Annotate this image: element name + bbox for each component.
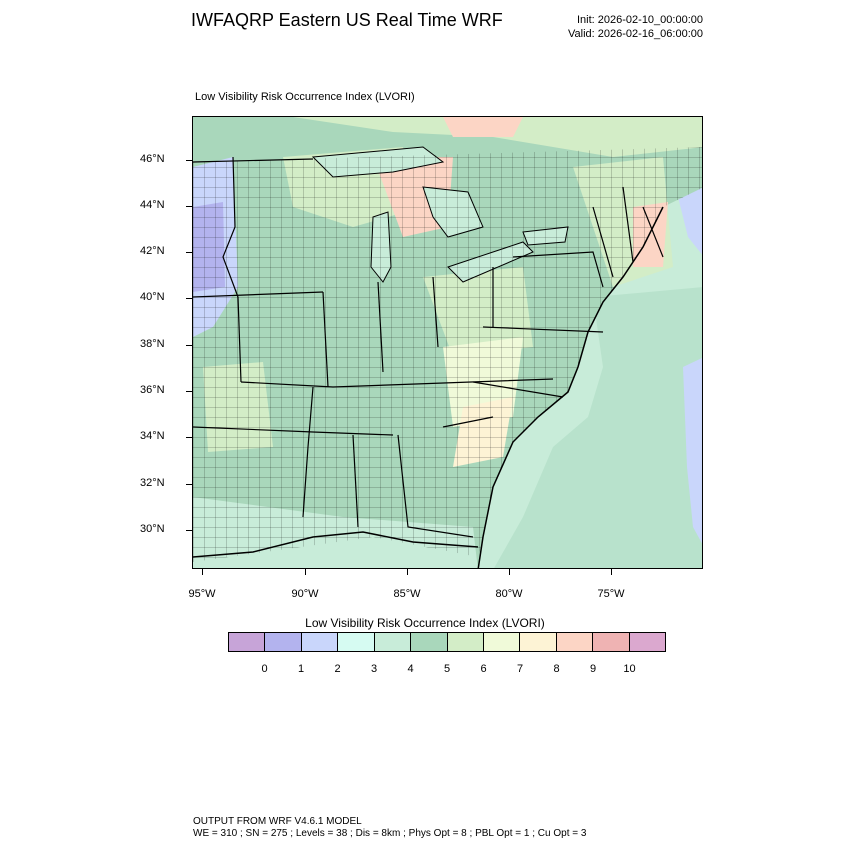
lat-label: 44°N xyxy=(140,199,165,211)
colorbar-label: 2 xyxy=(334,663,341,675)
colorbar-label: 1 xyxy=(297,663,305,675)
lon-label: 85°W xyxy=(393,588,421,600)
east-low-field xyxy=(683,357,702,544)
colorbar-label: 10 xyxy=(623,663,636,675)
lat-tick xyxy=(186,345,192,346)
lat-label: 32°N xyxy=(140,477,165,489)
lon-tick xyxy=(611,569,612,575)
model-config: WE = 310 ; SN = 275 ; Levels = 38 ; Dis … xyxy=(193,828,587,839)
colorbar-label: 7 xyxy=(516,663,524,675)
gulf-coastline xyxy=(193,531,479,558)
lat-tick xyxy=(186,530,192,531)
lat-label: 46°N xyxy=(140,153,165,165)
coastline xyxy=(477,206,664,568)
valid-time: Valid: 2026-02-16_06:00:00 xyxy=(568,28,703,40)
lon-tick xyxy=(305,569,306,575)
colorbar-swatch xyxy=(447,633,484,651)
lat-tick xyxy=(186,437,192,438)
field-label: Low Visibility Risk Occurrence Index (LV… xyxy=(195,91,415,103)
init-time: Init: 2026-02-10_00:00:00 xyxy=(577,14,703,26)
lat-label: 42°N xyxy=(140,245,165,257)
lat-label: 38°N xyxy=(140,338,165,350)
colorbar-swatch xyxy=(520,633,557,651)
colorbar-title: Low Visibility Risk Occurrence Index (LV… xyxy=(305,616,545,630)
colorbar-swatch xyxy=(483,633,521,651)
colorbar xyxy=(228,632,666,652)
plot-title: IWFAQRP Eastern US Real Time WRF xyxy=(191,10,503,30)
lon-label: 95°W xyxy=(188,588,216,600)
colorbar-label: 9 xyxy=(589,663,597,675)
state-boundaries xyxy=(193,156,664,538)
lat-label: 34°N xyxy=(140,430,165,442)
lat-tick xyxy=(186,160,192,161)
map-panel xyxy=(192,116,703,569)
colorbar-label: 4 xyxy=(407,663,414,675)
colorbar-label: 3 xyxy=(370,663,378,675)
colorbar-swatch xyxy=(338,633,375,651)
lat-tick xyxy=(186,484,192,485)
colorbar-swatch xyxy=(265,633,302,651)
colorbar-swatch xyxy=(593,633,630,651)
lat-tick xyxy=(186,252,192,253)
lat-label: 30°N xyxy=(140,523,165,535)
northeast-low-field xyxy=(678,187,702,255)
lon-tick xyxy=(407,569,408,575)
colorbar-swatch xyxy=(374,633,412,651)
lon-label: 90°W xyxy=(291,588,319,600)
model-info: OUTPUT FROM WRF V4.6.1 MODEL xyxy=(193,816,362,827)
county-boundaries xyxy=(193,147,702,562)
colorbar-swatch xyxy=(556,633,594,651)
lat-label: 36°N xyxy=(140,384,165,396)
lon-label: 75°W xyxy=(597,588,625,600)
canada-high-patch xyxy=(443,117,523,137)
lat-tick xyxy=(186,298,192,299)
lon-tick xyxy=(509,569,510,575)
colorbar-swatch xyxy=(629,633,666,651)
colorbar-label: 5 xyxy=(443,663,451,675)
lon-label: 80°W xyxy=(495,588,523,600)
lat-tick xyxy=(186,391,192,392)
colorbar-label: 0 xyxy=(261,663,268,675)
offshore-field xyxy=(494,287,702,568)
lat-tick xyxy=(186,206,192,207)
colorbar-swatch xyxy=(411,633,448,651)
colorbar-swatch xyxy=(229,633,266,651)
lon-tick xyxy=(202,569,203,575)
colorbar-label: 8 xyxy=(553,663,560,675)
colorbar-label: 6 xyxy=(480,663,487,675)
lvori-map xyxy=(193,117,702,568)
lat-label: 40°N xyxy=(140,291,165,303)
colorbar-swatch xyxy=(301,633,339,651)
